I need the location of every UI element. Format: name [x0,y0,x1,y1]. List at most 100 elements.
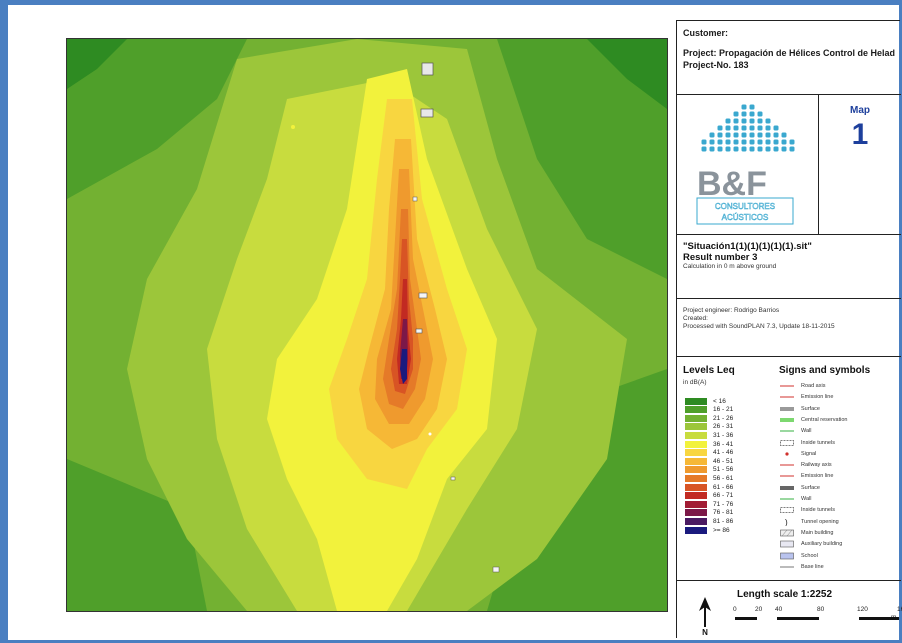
scale-tick-label: 160 [897,606,902,613]
legend-level-row: 81 - 86 [685,517,745,525]
symbol-row: Inside tunnels [779,505,835,515]
symbol-row: Emission line [779,392,833,402]
north-label: N [702,628,708,635]
legend-swatch [685,457,707,465]
symbol-label: Auxiliary building [801,541,843,548]
symbol-label: Surface [801,484,820,491]
hatch-box-icon [779,529,795,537]
bar-gray-icon [779,405,795,413]
legend-level-label: < 16 [713,397,726,405]
dashed-box-icon [779,439,795,447]
scale-tick-label: 80 [817,606,825,613]
symbol-row: Emission line [779,471,833,481]
north-arrow-icon: N [699,597,711,635]
legend-title: Levels Leq [683,365,735,376]
legend-level-label: 61 - 66 [713,483,734,491]
legend-swatch [685,449,707,457]
legend-swatch [685,474,707,482]
legend-swatch [685,397,707,405]
symbol-label: Surface [801,405,820,412]
result-section: "Situación1(1)(1)(1)(1)(1).sit" Result n… [677,235,901,299]
symbol-label: Road axis [801,383,826,389]
legend-level-label: 41 - 46 [713,449,734,457]
dashed-box-icon [779,506,795,514]
customer-label: Customer: [683,28,729,38]
legend-level-label: 66 - 71 [713,492,734,500]
legend-level-row: >= 86 [685,526,745,534]
legend-level-label: >= 86 [713,526,730,534]
line-gray-icon [779,563,795,571]
symbol-row: Inside tunnels [779,438,835,448]
symbols-title: Signs and symbols [779,365,871,376]
symbol-row: Surface [779,483,820,493]
symbol-label: Emission line [801,394,834,401]
legend-level-row: 21 - 26 [685,414,745,422]
legend-swatch [685,483,707,491]
legend-level-row: 46 - 51 [685,457,745,465]
legend-unit: in dB(A) [683,379,707,386]
scale-tick-label: 120 [857,606,868,613]
line-red-icon [779,472,795,480]
symbol-label: Railway axis [801,462,832,469]
symbol-row: Wall [779,494,812,504]
legend-swatch [685,423,707,431]
customer-section: Customer: Project: Propagación de Hélice… [677,21,901,95]
line-red-icon [779,382,795,390]
map-number: 1 [851,118,869,151]
engineer-line: Project engineer: Rodrigo Barrios [683,307,780,314]
scenario-filename: "Situación1(1)(1)(1)(1)(1).sit" [683,241,812,252]
legend-swatch [685,526,707,534]
map-number-block: Map 1 [819,95,901,234]
legend-level-label: 56 - 61 [713,474,734,482]
symbol-row: Wall [779,426,812,436]
symbol-label: Emission line [801,473,834,480]
legend-level-label: 21 - 26 [713,414,734,422]
legend-swatch [685,492,707,500]
symbol-row: Railway axis [779,460,832,470]
symbol-label: Tunnel opening [801,518,839,525]
engineer-section: Project engineer: Rodrigo Barrios Create… [677,299,901,357]
symbol-row: Central reservation [779,415,847,425]
symbol-row: ) Tunnel opening [779,517,839,527]
scale-tick-label: 20 [755,606,763,613]
legend-level-label: 16 - 21 [713,406,734,414]
symbol-row: Signal [779,449,816,459]
logo-graphic: B&F CONSULTORES ACÚSTICOS [696,104,795,225]
result-number: Result number 3 [683,252,758,263]
noise-contour-map [67,39,667,611]
line-green-icon [779,495,795,503]
bar-green-icon [779,416,795,424]
blue-box-icon [779,552,795,560]
legend-level-label: 26 - 31 [713,423,734,431]
symbol-row: Surface [779,404,820,414]
symbol-label: School [801,552,818,559]
legend-level-label: 81 - 86 [713,517,734,525]
noise-map[interactable] [66,38,668,612]
project-name: Project: Propagación de Hélices Control … [683,48,895,58]
legend-level-label: 76 - 81 [713,509,734,517]
project-number: Project-No. 183 [683,60,749,70]
legend-level-row: 71 - 76 [685,500,745,508]
symbol-row: Main building [779,528,833,538]
legend-level-label: 51 - 56 [713,466,734,474]
legend-level-row: 56 - 61 [685,474,745,482]
logo-section: B&F CONSULTORES ACÚSTICOS Map 1 [677,95,901,235]
legend-level-row: 76 - 81 [685,509,745,517]
title-block-panel: Customer: Project: Propagación de Hélice… [676,20,902,638]
line-red-icon [779,461,795,469]
symbol-label: Main building [801,529,834,536]
scale-tick-label: 0 [733,606,737,613]
legend-swatch [685,517,707,525]
legend-level-row: 66 - 71 [685,492,745,500]
legend-swatch [685,440,707,448]
created-line: Created: [683,315,708,322]
logo-letters: B&F [697,165,767,203]
bar-darkgray-icon [779,484,795,492]
symbol-label: Wall [801,496,812,502]
legend-level-row: 16 - 21 [685,406,745,414]
map-label: Map [850,105,870,116]
scale-bar [735,617,899,620]
symbol-label: Base line [801,563,824,570]
scale-title: Length scale 1:2252 [737,589,833,600]
legend-swatch [685,509,707,517]
